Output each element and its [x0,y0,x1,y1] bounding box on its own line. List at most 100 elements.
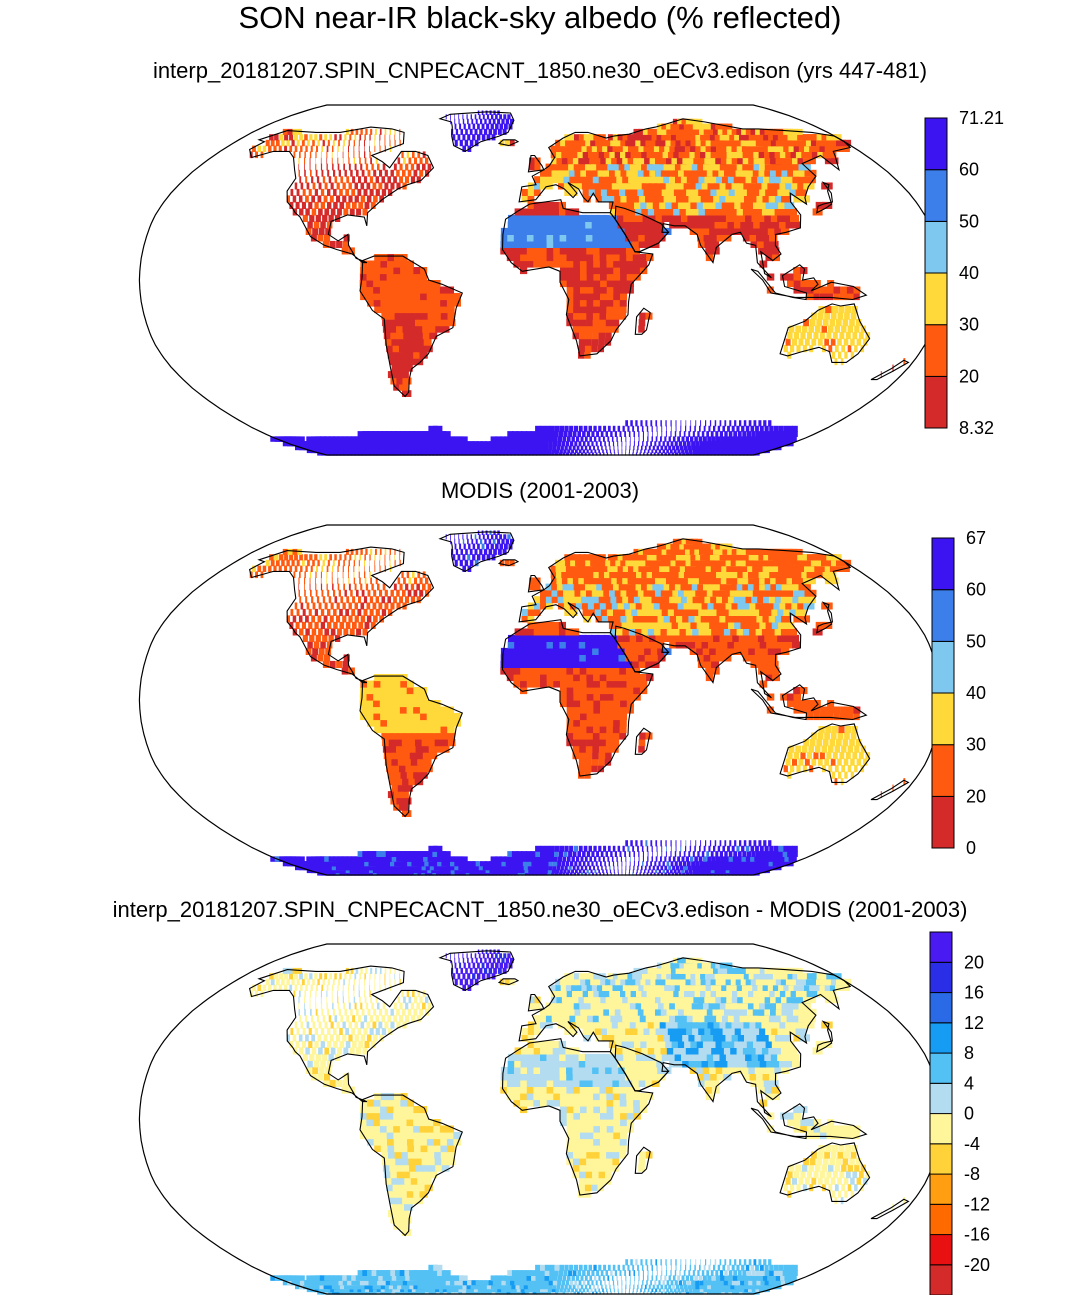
map-cell [626,273,634,281]
map-cell [571,449,574,454]
map-cell [346,596,350,604]
map-cell [383,332,392,340]
map-cell [513,674,521,682]
map-cell [416,583,420,591]
map-cell [413,286,421,294]
map-cell [332,583,334,591]
map-cell [294,565,298,572]
map-cell [613,687,621,695]
map-cell [613,865,615,871]
map-cell [661,608,671,616]
map-cell [638,851,640,857]
map-cell [727,176,739,184]
map-cell [813,706,821,714]
map-cell [572,660,581,668]
map-cell [638,441,640,447]
map-cell [523,865,529,871]
map-cell [822,319,829,327]
map-cell [348,182,352,190]
map-cell [758,856,766,862]
map-cell [754,856,761,862]
map-cell [333,201,338,209]
map-cell [620,589,629,597]
map-cell [677,869,681,874]
map-cell [707,869,712,874]
map-cell [400,299,408,307]
map-cell [527,445,533,451]
map-cell [605,319,613,327]
map-cell [516,449,522,454]
map-cell [588,554,596,561]
map-cell [428,425,438,432]
map-cell [638,145,648,152]
map-cell [553,254,561,262]
map-cell [500,227,508,235]
map-cell [598,221,606,229]
map-cell [622,176,631,184]
map-cell [364,134,366,141]
map-cell [629,634,638,642]
map-cell [836,559,852,567]
map-cell [289,565,293,572]
map-cell [566,700,574,708]
map-cell [757,634,767,642]
map-cell [745,214,754,222]
map-cell [593,602,602,610]
map-cell [359,273,367,281]
map-cell [704,577,715,585]
map-cell [619,719,627,727]
map-cell [560,565,568,572]
map-cell [774,628,785,636]
map-cell [680,425,682,432]
map-cell [719,214,728,222]
map-cell [325,647,332,655]
map-cell [784,436,793,442]
map-cell [768,596,780,604]
map-cell [410,338,419,346]
map-cell [578,861,582,867]
map-cell [621,861,623,867]
map-cell [396,325,404,333]
map-cell [787,128,803,135]
map-cell [462,565,466,572]
map-cell [685,845,687,852]
map-cell [422,583,426,591]
map-cell [343,583,345,591]
map-cell [658,163,668,171]
map-cell [777,188,788,196]
map-cell [587,441,590,447]
map-cell [657,452,660,456]
map-cell [716,596,727,604]
map-cell [540,441,545,447]
map-cell [545,596,553,604]
map-cell [591,634,599,642]
coastline [497,139,520,147]
map-cell [702,647,711,655]
map-cell [553,674,561,682]
map-cell [298,195,303,203]
map-cell [288,436,305,442]
map-cell [514,641,522,649]
map-cell [635,628,644,636]
map-cell [399,765,408,773]
map-cell [360,267,368,275]
map-cell [329,660,336,668]
map-cell [294,182,298,190]
map-cell [671,577,682,585]
panel-2-title: MODIS (2001-2003) [440,478,640,503]
map-cell [702,436,707,442]
map-cell [644,577,653,585]
map-cell [506,872,513,876]
map-cell [781,615,792,623]
map-cell [751,176,762,184]
map-cell [593,182,602,190]
map-cell [692,872,697,876]
map-cell [719,602,730,610]
map-cell [307,641,313,649]
map-cell [393,163,397,171]
map-cell [459,559,463,567]
map-cell [342,571,344,579]
map-cell [746,865,753,871]
map-cell [849,739,855,747]
map-cell [570,139,577,147]
